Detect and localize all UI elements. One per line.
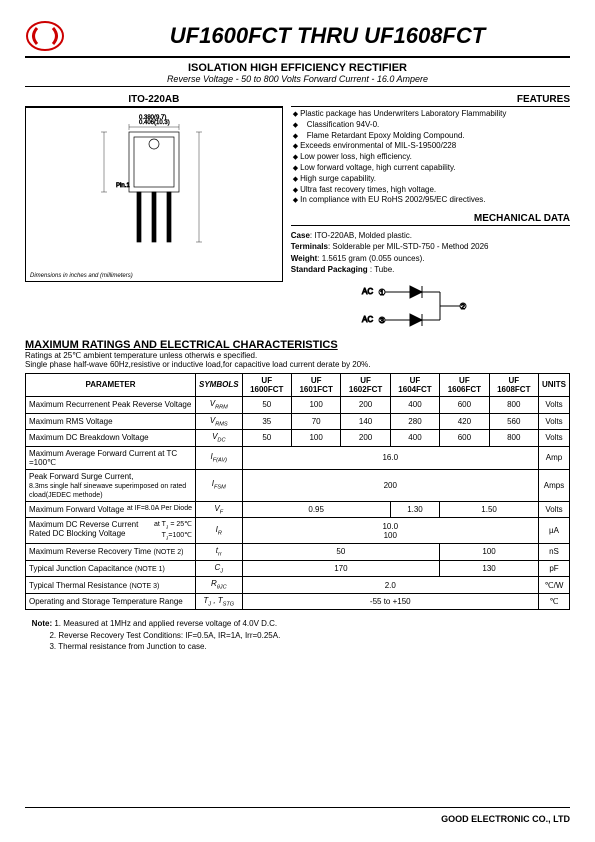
table-row: Maximum Recurrenent Peak Reverse Voltage… [26, 396, 570, 413]
feature-item: Ultra fast recovery times, high voltage. [293, 185, 570, 196]
table-row: Maximum Average Forward Current at TC =1… [26, 446, 570, 469]
svg-text:1: 1 [380, 290, 384, 297]
feature-item: Plastic package has Underwriters Laborat… [293, 109, 570, 120]
feature-item: Exceeds environmental of MIL-S-19500/228 [293, 141, 570, 152]
svg-text:3: 3 [380, 318, 384, 325]
feature-item: Flame Retardant Epoxy Molding Compound. [293, 131, 570, 142]
ratings-note: Ratings at 25℃ ambient temperature unles… [25, 351, 570, 369]
table-row: Maximum DC Reverse CurrentRated DC Block… [26, 518, 570, 544]
ratings-table: PARAMETER SYMBOLS UF 1600FCT UF 1601FCT … [25, 373, 570, 611]
subtitle: ISOLATION HIGH EFFICIENCY RECTIFIER [25, 62, 570, 74]
mech-title: MECHANICAL DATA [291, 212, 570, 226]
footer-line [25, 807, 570, 808]
package-drawing: Pin.1 0.406(10.3) 0.380(9.7) Dimensions … [25, 107, 283, 282]
features-title: FEATURES [291, 93, 570, 107]
table-row: Typical Thermal Resistance (NOTE 3) RθJC… [26, 577, 570, 594]
schematic: AC 1 AC 3 2 [291, 279, 570, 329]
feature-item: Classification 94V-0. [293, 120, 570, 131]
svg-text:2: 2 [461, 304, 465, 311]
mech-data: Case: ITO-220AB, Molded plastic. Termina… [291, 230, 570, 275]
dim-note: Dimensions in inches and (millimeters) [30, 273, 133, 279]
subtitle-block: ISOLATION HIGH EFFICIENCY RECTIFIER Reve… [25, 62, 570, 87]
svg-text:0.380(9.7): 0.380(9.7) [139, 115, 166, 121]
svg-text:AC: AC [362, 287, 373, 296]
feature-item: Low power loss, high efficiency. [293, 152, 570, 163]
footer: GOOD ELECTRONIC CO., LTD [441, 814, 570, 824]
table-row: Maximum Forward Voltageat IF=8.0A Per Di… [26, 501, 570, 518]
table-row: Maximum RMS Voltage VRMS 357014028042056… [26, 413, 570, 430]
feature-item: In compliance with EU RoHS 2002/95/EC di… [293, 195, 570, 206]
table-header-row: PARAMETER SYMBOLS UF 1600FCT UF 1601FCT … [26, 373, 570, 396]
header: UF1600FCT THRU UF1608FCT [25, 20, 570, 58]
feature-item: Low forward voltage, high current capabi… [293, 163, 570, 174]
svg-text:Pin.1: Pin.1 [116, 183, 130, 189]
table-row: Maximum DC Breakdown Voltage VDC 5010020… [26, 430, 570, 447]
feature-item: High surge capability. [293, 174, 570, 185]
package-title: ITO-220AB [25, 93, 283, 107]
table-row: Peak Forward Surge Current,8.3ms single … [26, 469, 570, 501]
table-row: Maximum Reverse Recovery Time (NOTE 2) t… [26, 544, 570, 561]
notes: Note: 1. Measured at 1MHz and applied re… [25, 618, 570, 652]
sub-line: Reverse Voltage - 50 to 800 Volts Forwar… [25, 74, 570, 87]
table-row: Typical Junction Capacitance (NOTE 1) CJ… [26, 560, 570, 577]
features-list: Plastic package has Underwriters Laborat… [291, 109, 570, 206]
svg-text:AC: AC [362, 315, 373, 324]
table-row: Operating and Storage Temperature Range … [26, 593, 570, 610]
ratings-head: MAXIMUM RATINGS AND ELECTRICAL CHARACTER… [25, 339, 570, 351]
page-title: UF1600FCT THRU UF1608FCT [85, 23, 570, 49]
logo-icon [25, 20, 65, 52]
